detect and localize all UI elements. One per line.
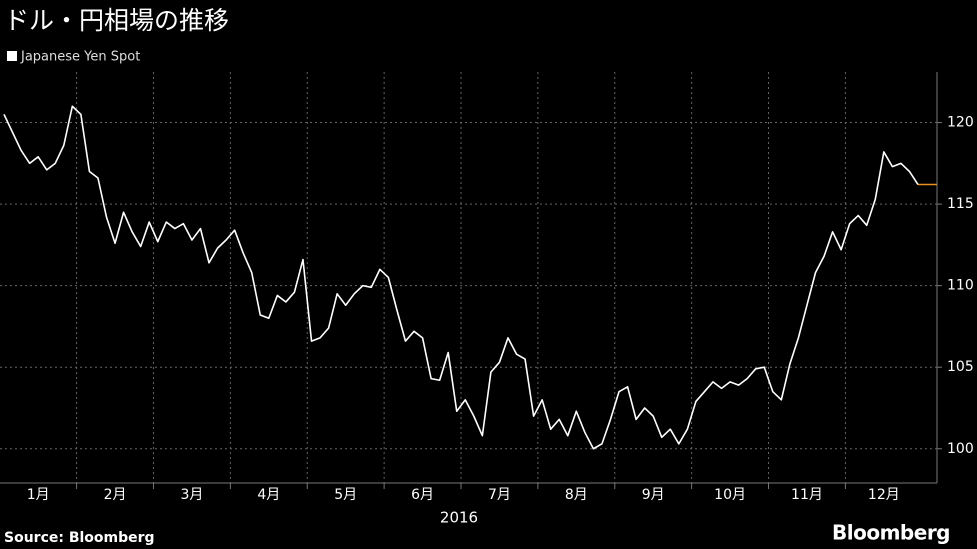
x-tick-label: 12月 bbox=[868, 487, 900, 503]
x-tick-label: 1月 bbox=[27, 487, 50, 503]
x-tick-label: 10月 bbox=[714, 487, 746, 503]
brand: Bloomberg bbox=[832, 521, 950, 545]
line-series bbox=[3, 105, 919, 450]
x-tick-label: 3月 bbox=[180, 487, 203, 503]
x-tick-label: 8月 bbox=[565, 487, 588, 503]
legend-swatch bbox=[7, 51, 17, 61]
x-tick-label: 11月 bbox=[791, 487, 823, 503]
x-tick-label: 7月 bbox=[488, 487, 511, 503]
x-tick-label: 6月 bbox=[411, 487, 434, 503]
y-tick-label: 110 bbox=[947, 278, 974, 294]
legend-label: Japanese Yen Spot bbox=[20, 50, 140, 65]
chart-title: ドル・円相場の推移 bbox=[4, 6, 229, 35]
y-tick-label: 120 bbox=[947, 115, 974, 131]
x-tick-label: 9月 bbox=[642, 487, 665, 503]
source: Source: Bloomberg bbox=[4, 530, 155, 546]
y-tick-label: 105 bbox=[947, 359, 974, 375]
x-tick-label: 4月 bbox=[257, 487, 280, 503]
y-tick-label: 100 bbox=[947, 441, 974, 457]
y-tick-label: 115 bbox=[947, 196, 974, 212]
x-tick-label: 2月 bbox=[104, 487, 127, 503]
x-tick-label: 5月 bbox=[334, 487, 357, 503]
x-axis-label: 2016 bbox=[440, 509, 478, 527]
